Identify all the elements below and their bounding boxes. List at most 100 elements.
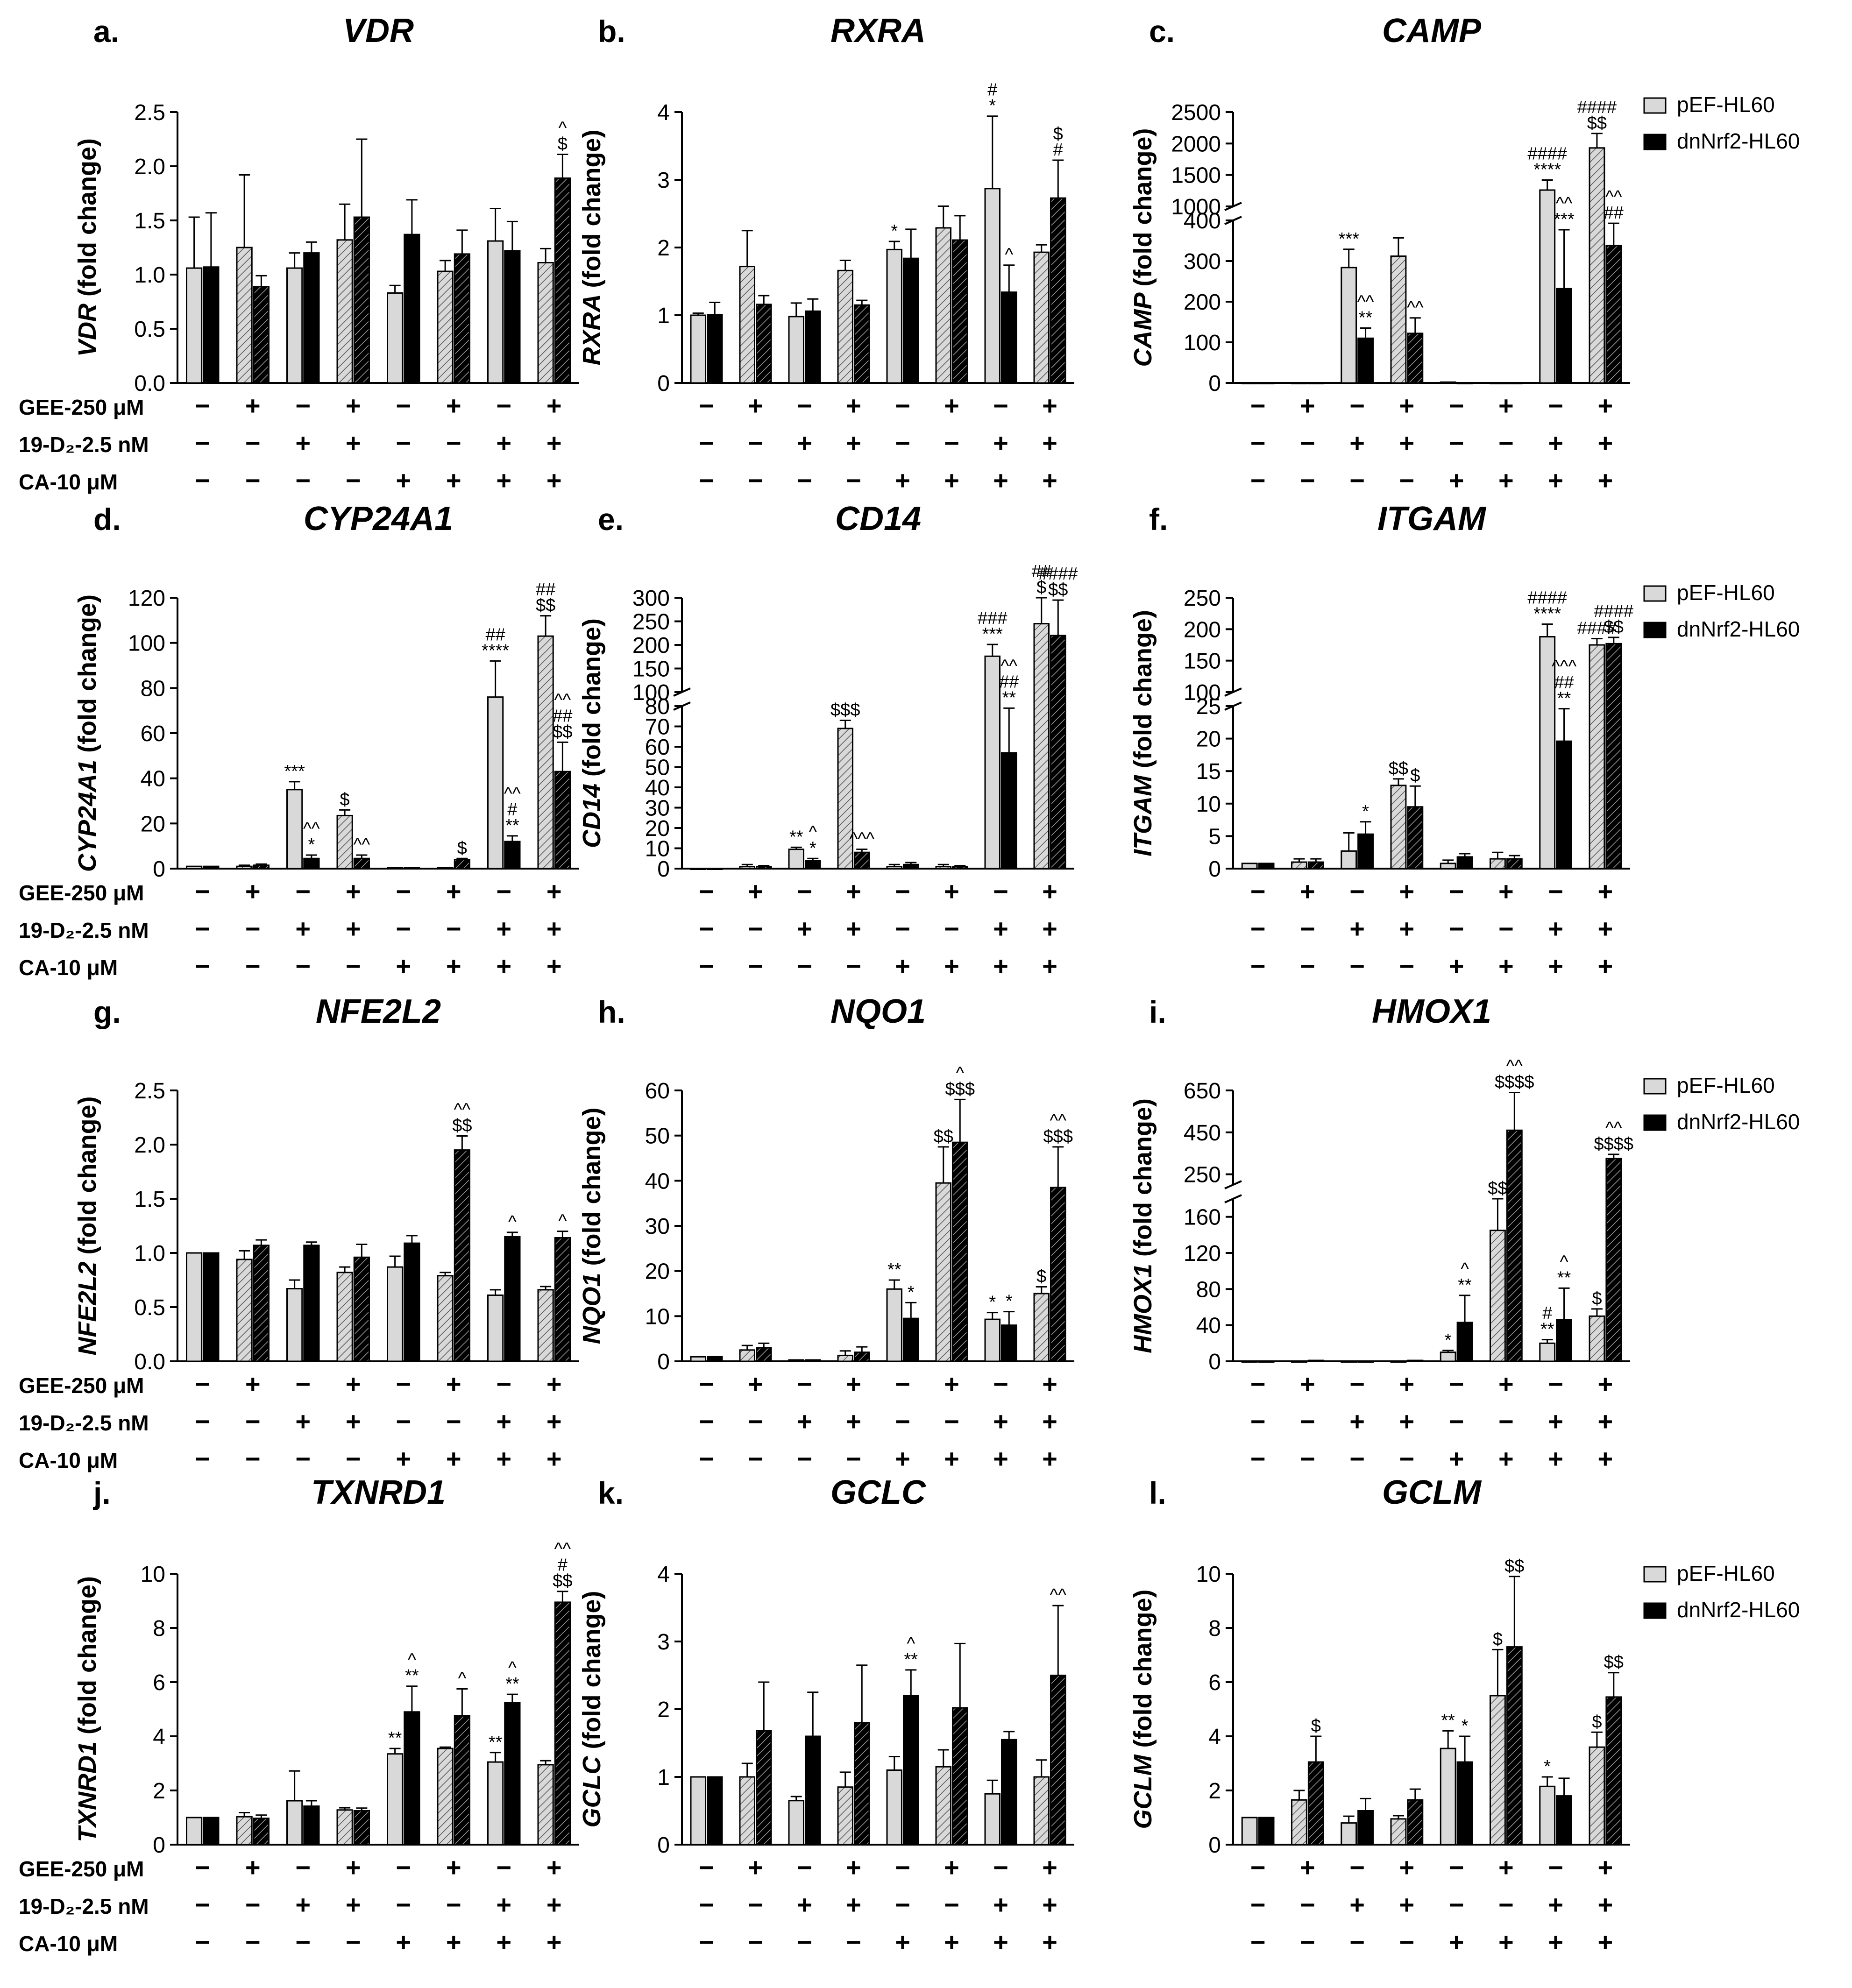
bar-dnnrf2 (952, 1141, 968, 1362)
condition-sign: − (699, 1853, 714, 1882)
significance-mark: ^^ (504, 784, 521, 804)
condition-sign: − (295, 1927, 311, 1957)
y-tick-label: 10 (1196, 792, 1221, 817)
significance-mark: * (1445, 1330, 1452, 1350)
y-tick-label: 50 (645, 756, 670, 780)
condition-sign: − (346, 1444, 361, 1473)
panel-label: i. (1149, 995, 1166, 1029)
condition-sign: + (396, 1927, 411, 1957)
bar-pef (1390, 1360, 1407, 1363)
bar-pef (1241, 1360, 1258, 1363)
significance-mark: ^ (408, 1650, 416, 1670)
condition-sign: + (944, 1444, 959, 1473)
condition-sign: − (993, 1369, 1008, 1399)
y-tick-label: 0.0 (134, 371, 165, 396)
significance-mark: ^^ (1605, 187, 1622, 207)
bar-pef (1539, 1342, 1556, 1362)
panel-hmox1: i. HMOX1 0 40 80 120 160 250 450 650 HMOX1 (fold c… (1129, 993, 1800, 1473)
condition-sign: − (895, 1407, 910, 1436)
condition-sign: − (1250, 1407, 1266, 1436)
bar-dnnrf2 (1001, 752, 1017, 870)
y-tick-label: 200 (1184, 617, 1221, 642)
y-axis-unit: (fold change) (1129, 610, 1157, 768)
condition-sign: − (1548, 391, 1563, 420)
bar-dnnrf2 (203, 865, 220, 870)
condition-sign: − (895, 391, 910, 420)
bar-pef (437, 867, 454, 870)
condition-sign: − (1498, 1407, 1514, 1436)
y-axis-unit: (fold change) (578, 1591, 606, 1749)
condition-sign: + (1548, 1890, 1563, 1919)
bar-pef (1341, 850, 1357, 870)
bar-dnnrf2 (554, 1237, 571, 1362)
bar-pef (690, 868, 706, 870)
bar-pef (1539, 189, 1556, 384)
bar-pef (387, 292, 404, 384)
condition-sign: − (1349, 1853, 1365, 1882)
y-axis-unit: (fold change) (1129, 1098, 1157, 1257)
chart-title: TXNRD1 (311, 1474, 446, 1511)
bar-dnnrf2 (253, 286, 270, 384)
y-tick-label: 300 (632, 586, 670, 611)
y-tick-label: 0 (657, 857, 670, 882)
condition-sign: − (195, 391, 210, 420)
y-tick-label: 40 (1196, 1314, 1221, 1338)
condition-sign: − (295, 1853, 311, 1882)
condition-sign: − (846, 951, 861, 981)
significance-mark: #### (1577, 619, 1617, 638)
condition-sign: + (1598, 1853, 1613, 1882)
condition-sign: − (748, 1927, 763, 1957)
condition-sign: − (993, 877, 1008, 906)
bar-dnnrf2 (903, 1695, 919, 1846)
condition-sign: + (1042, 1444, 1057, 1473)
y-tick-label: 30 (645, 796, 670, 821)
condition-sign: − (1349, 877, 1365, 906)
condition-sign: − (944, 428, 959, 458)
condition-sign: − (1349, 466, 1365, 495)
condition-sign: + (1399, 1369, 1415, 1399)
bar-dnnrf2 (253, 864, 270, 870)
condition-sign: + (546, 877, 562, 906)
significance-mark: ^^ (1001, 656, 1017, 676)
condition-label: GEE-250 μM (19, 395, 144, 419)
y-axis-unit: (fold change) (578, 1107, 606, 1266)
y-tick-label: 2.5 (134, 1079, 165, 1104)
y-tick-label: 300 (1184, 249, 1221, 274)
y-axis-label: CAMP (fold change) (1129, 128, 1157, 367)
condition-sign: − (895, 914, 910, 943)
bar-pef (336, 1272, 353, 1362)
bar-dnnrf2 (903, 1317, 919, 1362)
condition-sign: + (1498, 1444, 1514, 1473)
condition-sign: + (1498, 877, 1514, 906)
condition-sign: − (1449, 428, 1464, 458)
bar-pef (837, 269, 853, 384)
significance-mark: $ (1592, 1289, 1602, 1309)
significance-mark: $$ (1587, 113, 1607, 133)
bar-dnnrf2 (756, 1347, 772, 1362)
y-tick-label: 60 (645, 1079, 670, 1104)
condition-sign: − (1449, 1407, 1464, 1436)
bar-pef (537, 1289, 554, 1362)
condition-sign: − (748, 1444, 763, 1473)
condition-sign: + (346, 1853, 361, 1882)
condition-sign: − (1449, 1369, 1464, 1399)
condition-sign: + (396, 466, 411, 495)
panel-nfe2l2: g. NFE2L2 0.0 0.5 1.0 1.5 2.0 2.5 NFE2L2 (fold c… (19, 993, 579, 1473)
bar-pef (286, 1800, 303, 1846)
condition-sign: + (346, 391, 361, 420)
condition-sign: − (1300, 914, 1315, 943)
condition-sign: + (748, 1853, 763, 1882)
y-tick-label: 2 (657, 236, 670, 261)
bar-pef (1341, 1360, 1357, 1363)
significance-mark: ** (789, 827, 803, 847)
condition-sign: − (1250, 391, 1266, 420)
y-tick-label: 0 (657, 1350, 670, 1374)
bar-pef (286, 1288, 303, 1362)
bar-dnnrf2 (1456, 856, 1473, 870)
bar-dnnrf2 (854, 851, 870, 870)
significance-mark: $ (1036, 1267, 1046, 1287)
bar-dnnrf2 (1605, 245, 1622, 384)
condition-sign: + (446, 1369, 461, 1399)
condition-sign: − (748, 466, 763, 495)
